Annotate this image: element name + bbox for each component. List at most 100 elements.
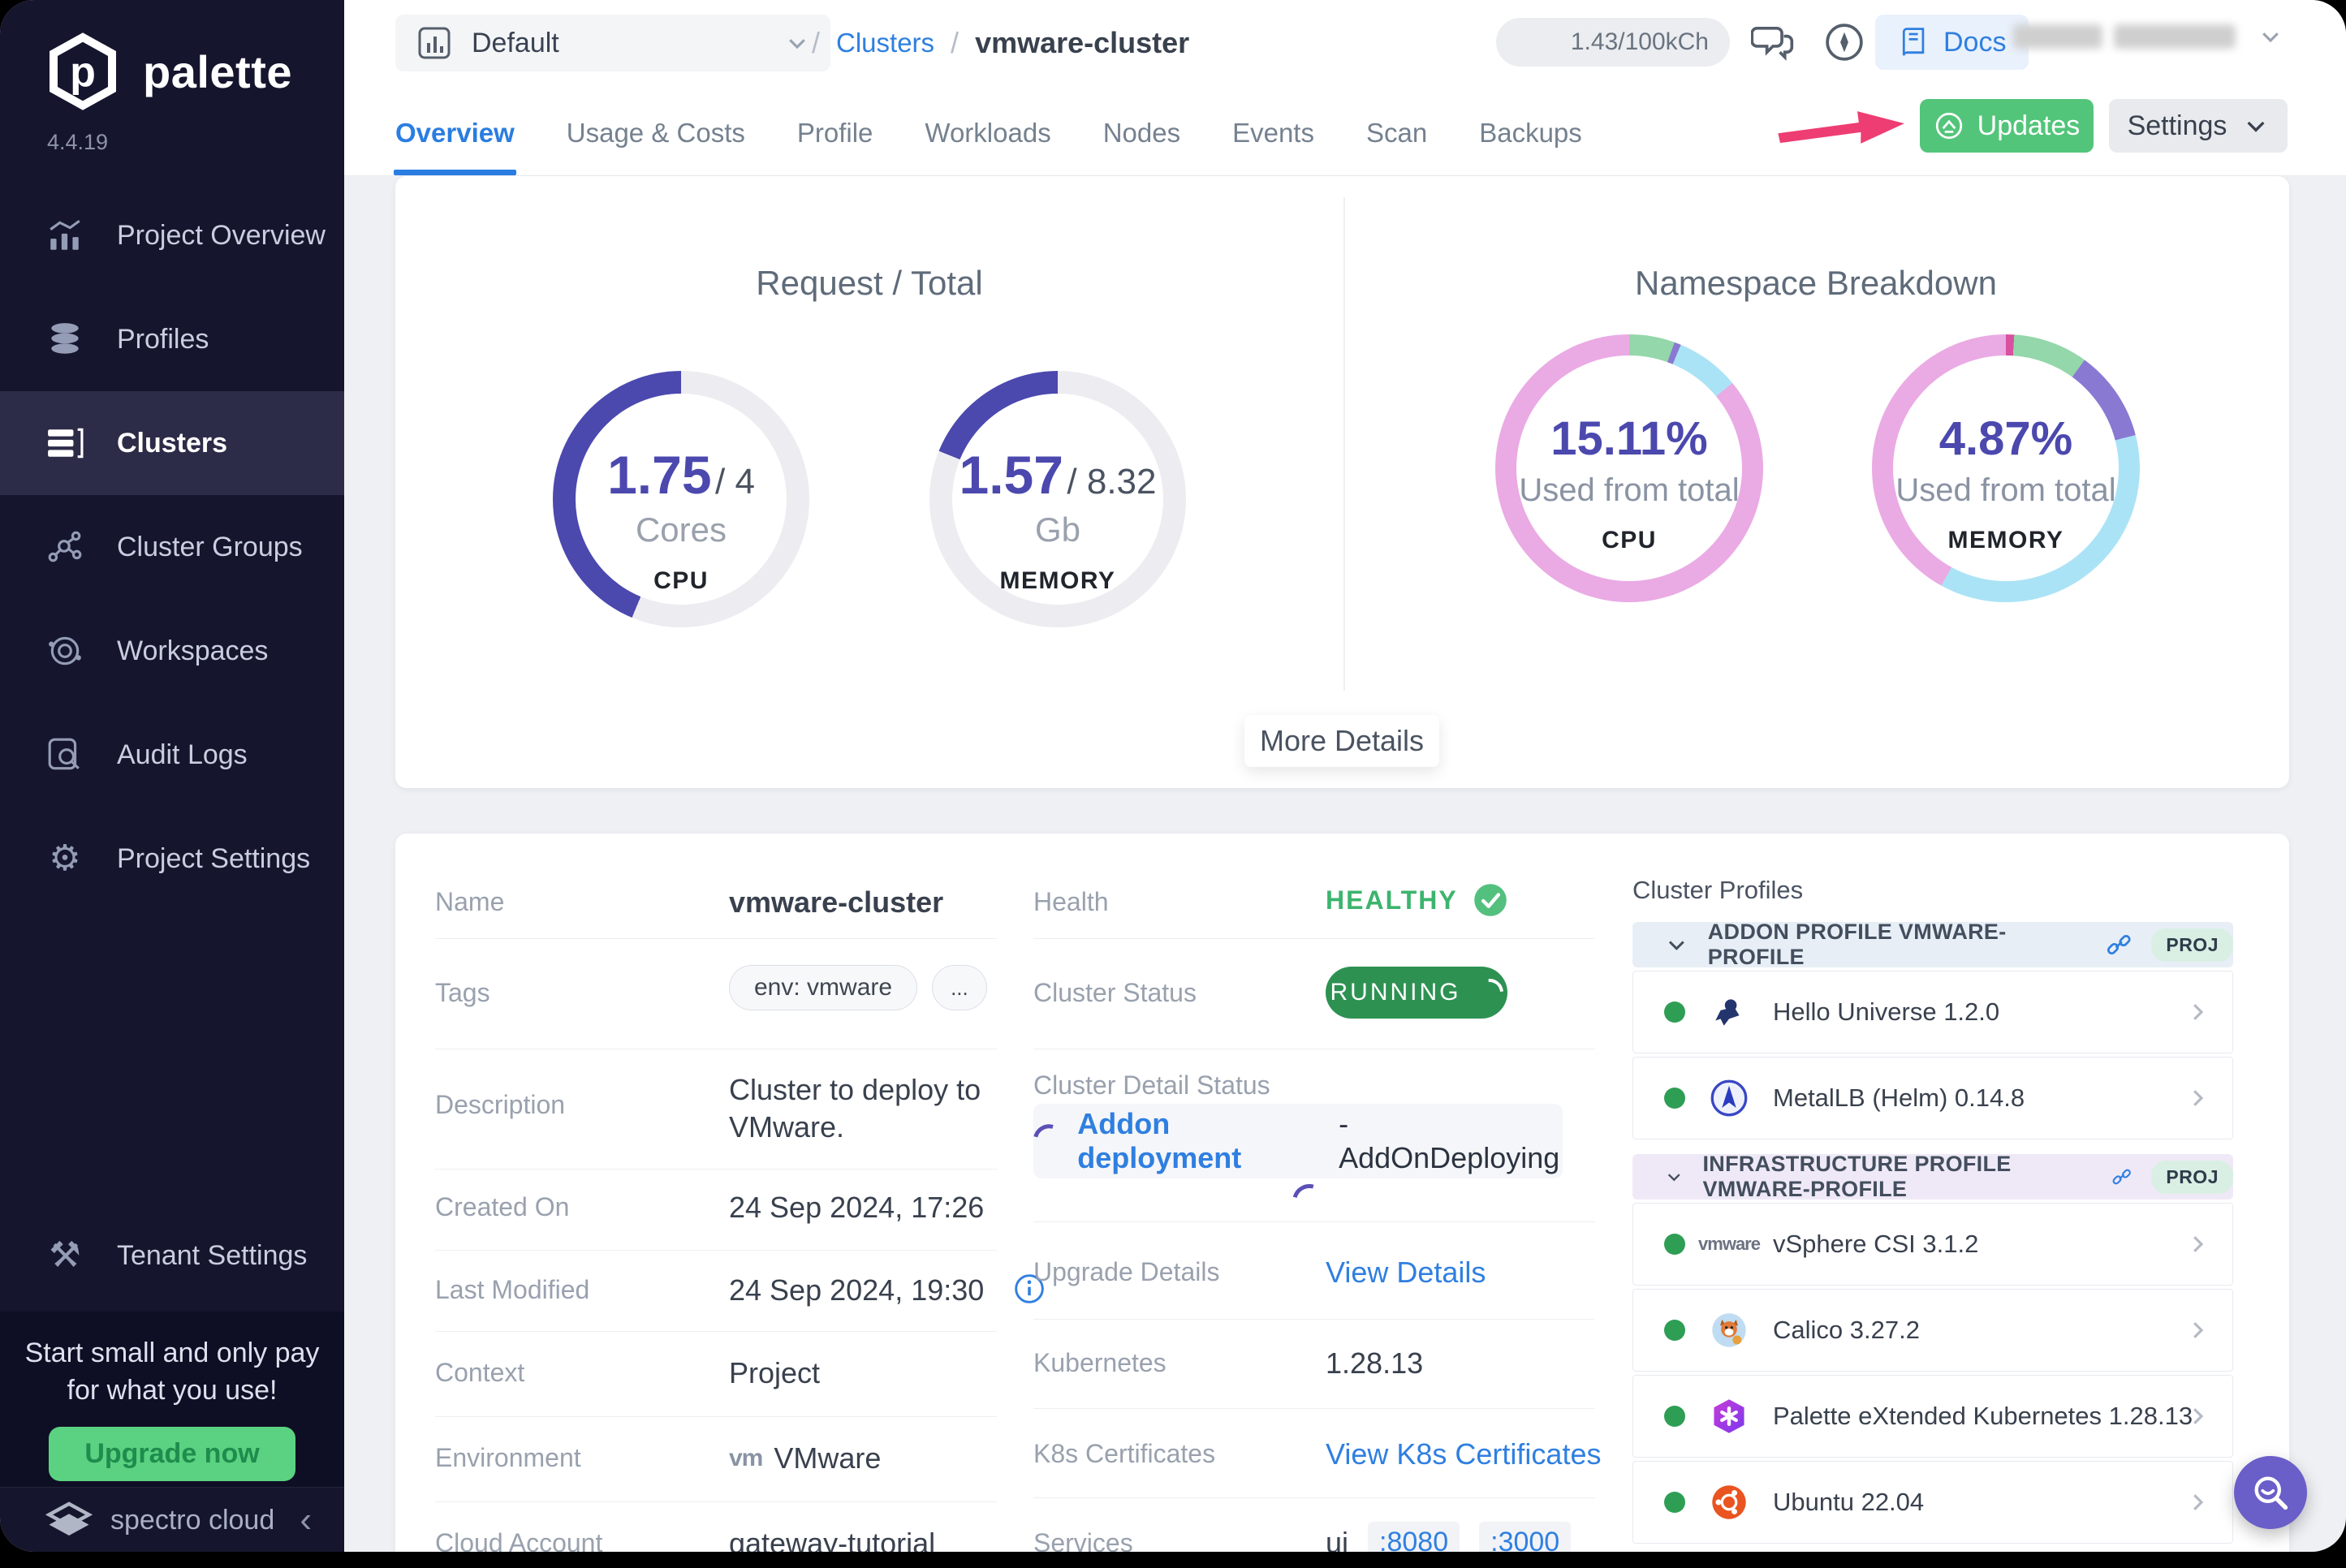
context-label: Context [435, 1358, 525, 1387]
sidebar-item-tenant-settings[interactable]: ⚒ Tenant Settings [0, 1204, 344, 1307]
sidebar-item-label: Workspaces [117, 635, 269, 666]
network-nodes-icon [45, 528, 84, 566]
profile-item-name: Hello Universe 1.2.0 [1773, 997, 2000, 1026]
service-port-3000[interactable]: :3000 [1479, 1522, 1572, 1552]
topbar: Default / Clusters / vmware-cluster 1.43… [344, 0, 2346, 176]
proj-badge: PROJ [2151, 1160, 2233, 1194]
cloud-account-label: Cloud Account [435, 1528, 603, 1552]
tag-env-vmware[interactable]: env: vmware [729, 965, 918, 1010]
chevron-down-icon [2262, 32, 2279, 43]
tools-icon: ⚒ [49, 1235, 81, 1275]
cloud-account-value: gateway-tutorial [729, 1527, 936, 1552]
cluster-tabs: Overview Usage & Costs Profile Workloads… [394, 91, 1582, 175]
tab-nodes[interactable]: Nodes [1102, 118, 1181, 148]
proj-badge: PROJ [2151, 928, 2233, 962]
tab-usage-costs[interactable]: Usage & Costs [566, 118, 745, 148]
tab-workloads[interactable]: Workloads [925, 118, 1051, 148]
annotation-arrow [1778, 111, 1904, 144]
view-k8s-certificates-link[interactable]: View K8s Certificates [1326, 1437, 1602, 1471]
sidebar-item-project-settings[interactable]: ⚙ Project Settings [0, 807, 344, 911]
svg-text:p: p [70, 49, 96, 96]
chevron-right-icon [2193, 1236, 2204, 1252]
description-label: Description [435, 1090, 566, 1119]
sidebar-item-cluster-groups[interactable]: Cluster Groups [0, 495, 344, 599]
view-details-link[interactable]: View Details [1326, 1256, 1486, 1289]
hello-universe-icon [1708, 991, 1750, 1033]
service-port-8080[interactable]: :8080 [1368, 1522, 1460, 1552]
profile-item-vsphere-csi[interactable]: vmware vSphere CSI 3.1.2 [1632, 1203, 2233, 1286]
tab-profile[interactable]: Profile [796, 118, 873, 148]
chat-icon[interactable] [1749, 18, 1797, 67]
ubuntu-icon [1708, 1481, 1750, 1523]
namespace-cpu-caption: CPU [1602, 527, 1657, 554]
sidebar-item-project-overview[interactable]: Project Overview [0, 183, 344, 287]
link-icon[interactable] [2106, 931, 2133, 958]
sidebar-item-label: Tenant Settings [117, 1239, 308, 1271]
vmware-logo-icon: vmware [1698, 1234, 1761, 1254]
sidebar-tenant-section: ⚒ Tenant Settings [0, 1204, 344, 1307]
request-total-title: Request / Total [756, 264, 983, 302]
chevron-right-icon [2193, 1090, 2204, 1106]
tab-overview[interactable]: Overview [394, 91, 516, 175]
project-selector-value: Default [472, 27, 559, 58]
docs-button[interactable]: Docs [1875, 15, 2029, 70]
last-modified-label: Last Modified [435, 1275, 590, 1304]
link-icon[interactable] [2111, 1163, 2132, 1191]
tab-events[interactable]: Events [1232, 118, 1314, 148]
breadcrumb: / Clusters / vmware-cluster [812, 15, 1189, 71]
upgrade-now-button[interactable]: Upgrade now [49, 1427, 295, 1481]
infrastructure-profile-accordion[interactable]: INFRASTRUCTURE PROFILE VMWARE-PROFILE PR… [1632, 1152, 2233, 1201]
book-icon [1902, 28, 1925, 56]
sidebar-item-label: Audit Logs [117, 739, 248, 770]
k8s-certificates-label: K8s Certificates [1033, 1439, 1216, 1468]
sidebar-item-workspaces[interactable]: Workspaces [0, 599, 344, 703]
more-details-button[interactable]: More Details [1244, 715, 1439, 767]
brand-logo: p palette [44, 32, 292, 110]
service-name: ui [1326, 1525, 1349, 1553]
addon-profile-header: ADDON PROFILE VMWARE-PROFILE [1707, 920, 2007, 969]
chevron-down-icon [2247, 121, 2265, 132]
tab-backups[interactable]: Backups [1479, 118, 1582, 148]
tag-more[interactable]: ... [932, 965, 987, 1010]
cluster-status-value: RUNNING [1330, 979, 1461, 1006]
profile-item-ubuntu[interactable]: Ubuntu 22.04 [1632, 1461, 2233, 1544]
footer-brand: spectro cloud [110, 1504, 275, 1536]
profile-item-name: MetalLB (Helm) 0.14.8 [1773, 1083, 2025, 1112]
search-fab-button[interactable] [2234, 1456, 2307, 1529]
info-icon[interactable] [1012, 1272, 1046, 1306]
profile-item-metallb[interactable]: MetalLB (Helm) 0.14.8 [1632, 1057, 2233, 1139]
settings-button[interactable]: Settings [2109, 99, 2288, 153]
project-selector[interactable]: Default [395, 15, 830, 71]
environment-value: vm VMware [729, 1441, 882, 1475]
namespace-cpu-sub: Used from total [1519, 472, 1740, 508]
cpu-request-value: 1.75 [607, 445, 712, 505]
kubernetes-label: Kubernetes [1033, 1348, 1167, 1377]
profile-item-hello-universe[interactable]: Hello Universe 1.2.0 [1632, 971, 2233, 1053]
profile-item-palette-extended-kubernetes[interactable]: Palette eXtended Kubernetes 1.28.13 [1632, 1375, 2233, 1458]
addon-deployment-link[interactable]: Addon deployment [1077, 1107, 1242, 1174]
cpu-request-caption: CPU [653, 567, 709, 594]
services-value: ui :8080 :3000 [1326, 1522, 1572, 1553]
cpu-request-total: / 4 [715, 462, 755, 502]
compass-icon[interactable] [1820, 18, 1869, 67]
collapse-sidebar-icon[interactable]: ‹ [300, 1500, 312, 1540]
breadcrumb-clusters-link[interactable]: Clusters [836, 28, 935, 58]
cpu-request-gauge [553, 371, 809, 627]
profile-item-name: vSphere CSI 3.1.2 [1773, 1230, 1979, 1258]
profile-item-calico[interactable]: Calico 3.27.2 [1632, 1289, 2233, 1372]
addon-profile-accordion[interactable]: ADDON PROFILE VMWARE-PROFILE PROJ [1632, 920, 2233, 969]
created-on-value: 24 Sep 2024, 17:26 [729, 1191, 985, 1224]
updates-button[interactable]: Updates [1920, 99, 2094, 153]
health-status: HEALTHY [1326, 882, 1508, 918]
sidebar-item-clusters[interactable]: Clusters [0, 391, 344, 495]
sidebar-item-audit-logs[interactable]: Audit Logs [0, 703, 344, 807]
loading-spinner-icon [1286, 1178, 1333, 1225]
namespace-cpu-percent: 15.11% [1550, 412, 1708, 465]
memory-request-value: 1.57 [959, 445, 1063, 505]
tab-scan[interactable]: Scan [1365, 118, 1428, 148]
sidebar-item-profiles[interactable]: Profiles [0, 287, 344, 391]
gear-icon: ⚙ [49, 838, 81, 878]
user-menu[interactable] [2013, 24, 2283, 49]
cluster-profiles-title: Cluster Profiles [1632, 876, 1804, 904]
